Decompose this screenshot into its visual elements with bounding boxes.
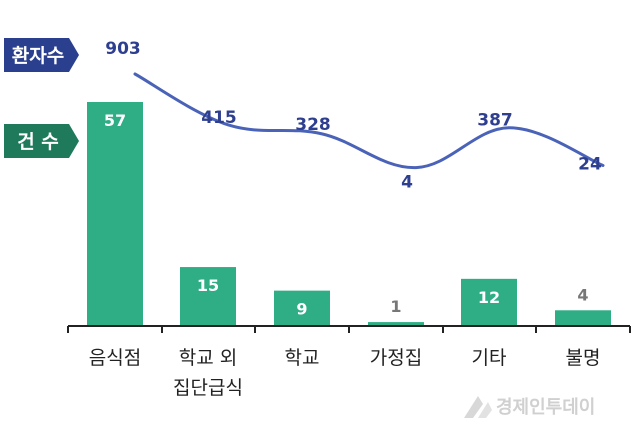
bar-value-label: 9 [296,300,307,319]
watermark: 경제인투데이 [464,396,595,418]
line-value-label: 903 [105,39,141,59]
bar-value-label: 12 [478,288,500,307]
patients-legend-label: 환자수 [12,45,64,67]
bar-group [87,102,611,326]
line-value-label: 4 [401,173,413,193]
category-label: 학교 외 [179,347,237,369]
patients-line [133,72,605,170]
bar [461,278,517,326]
cases-legend-badge: 건 수 [4,124,79,158]
line-value-label: 415 [201,108,237,128]
bar-label-group: 57 15 9 1 12 4 [104,111,589,319]
watermark-text: 경제인투데이 [496,397,595,418]
watermark-logo-icon [464,396,492,418]
patients-legend-badge: 환자수 [4,38,79,72]
x-axis [67,325,631,333]
line-value-label: 387 [477,111,513,131]
bar-value-label: 4 [577,285,588,304]
category-label: 기타 [472,347,507,369]
line-value-label: 328 [295,115,331,135]
category-label: 가정집 [370,347,422,369]
bar-value-label: 57 [104,111,126,130]
line-value-label: 24 [578,155,602,175]
bar [368,322,424,326]
category-label: 학교 [285,347,320,369]
category-label: 집단급식 [173,377,243,399]
category-label: 불명 [566,347,601,369]
bar [274,290,330,326]
bar-value-label: 15 [197,276,219,295]
cases-legend-label: 건 수 [17,131,59,153]
category-label: 음식점 [89,347,141,369]
bar [87,102,143,326]
bar [180,267,236,326]
bar [555,310,611,326]
bar-value-label: 1 [390,297,401,316]
line-label-group: 903 415 328 4 387 24 [105,39,602,193]
